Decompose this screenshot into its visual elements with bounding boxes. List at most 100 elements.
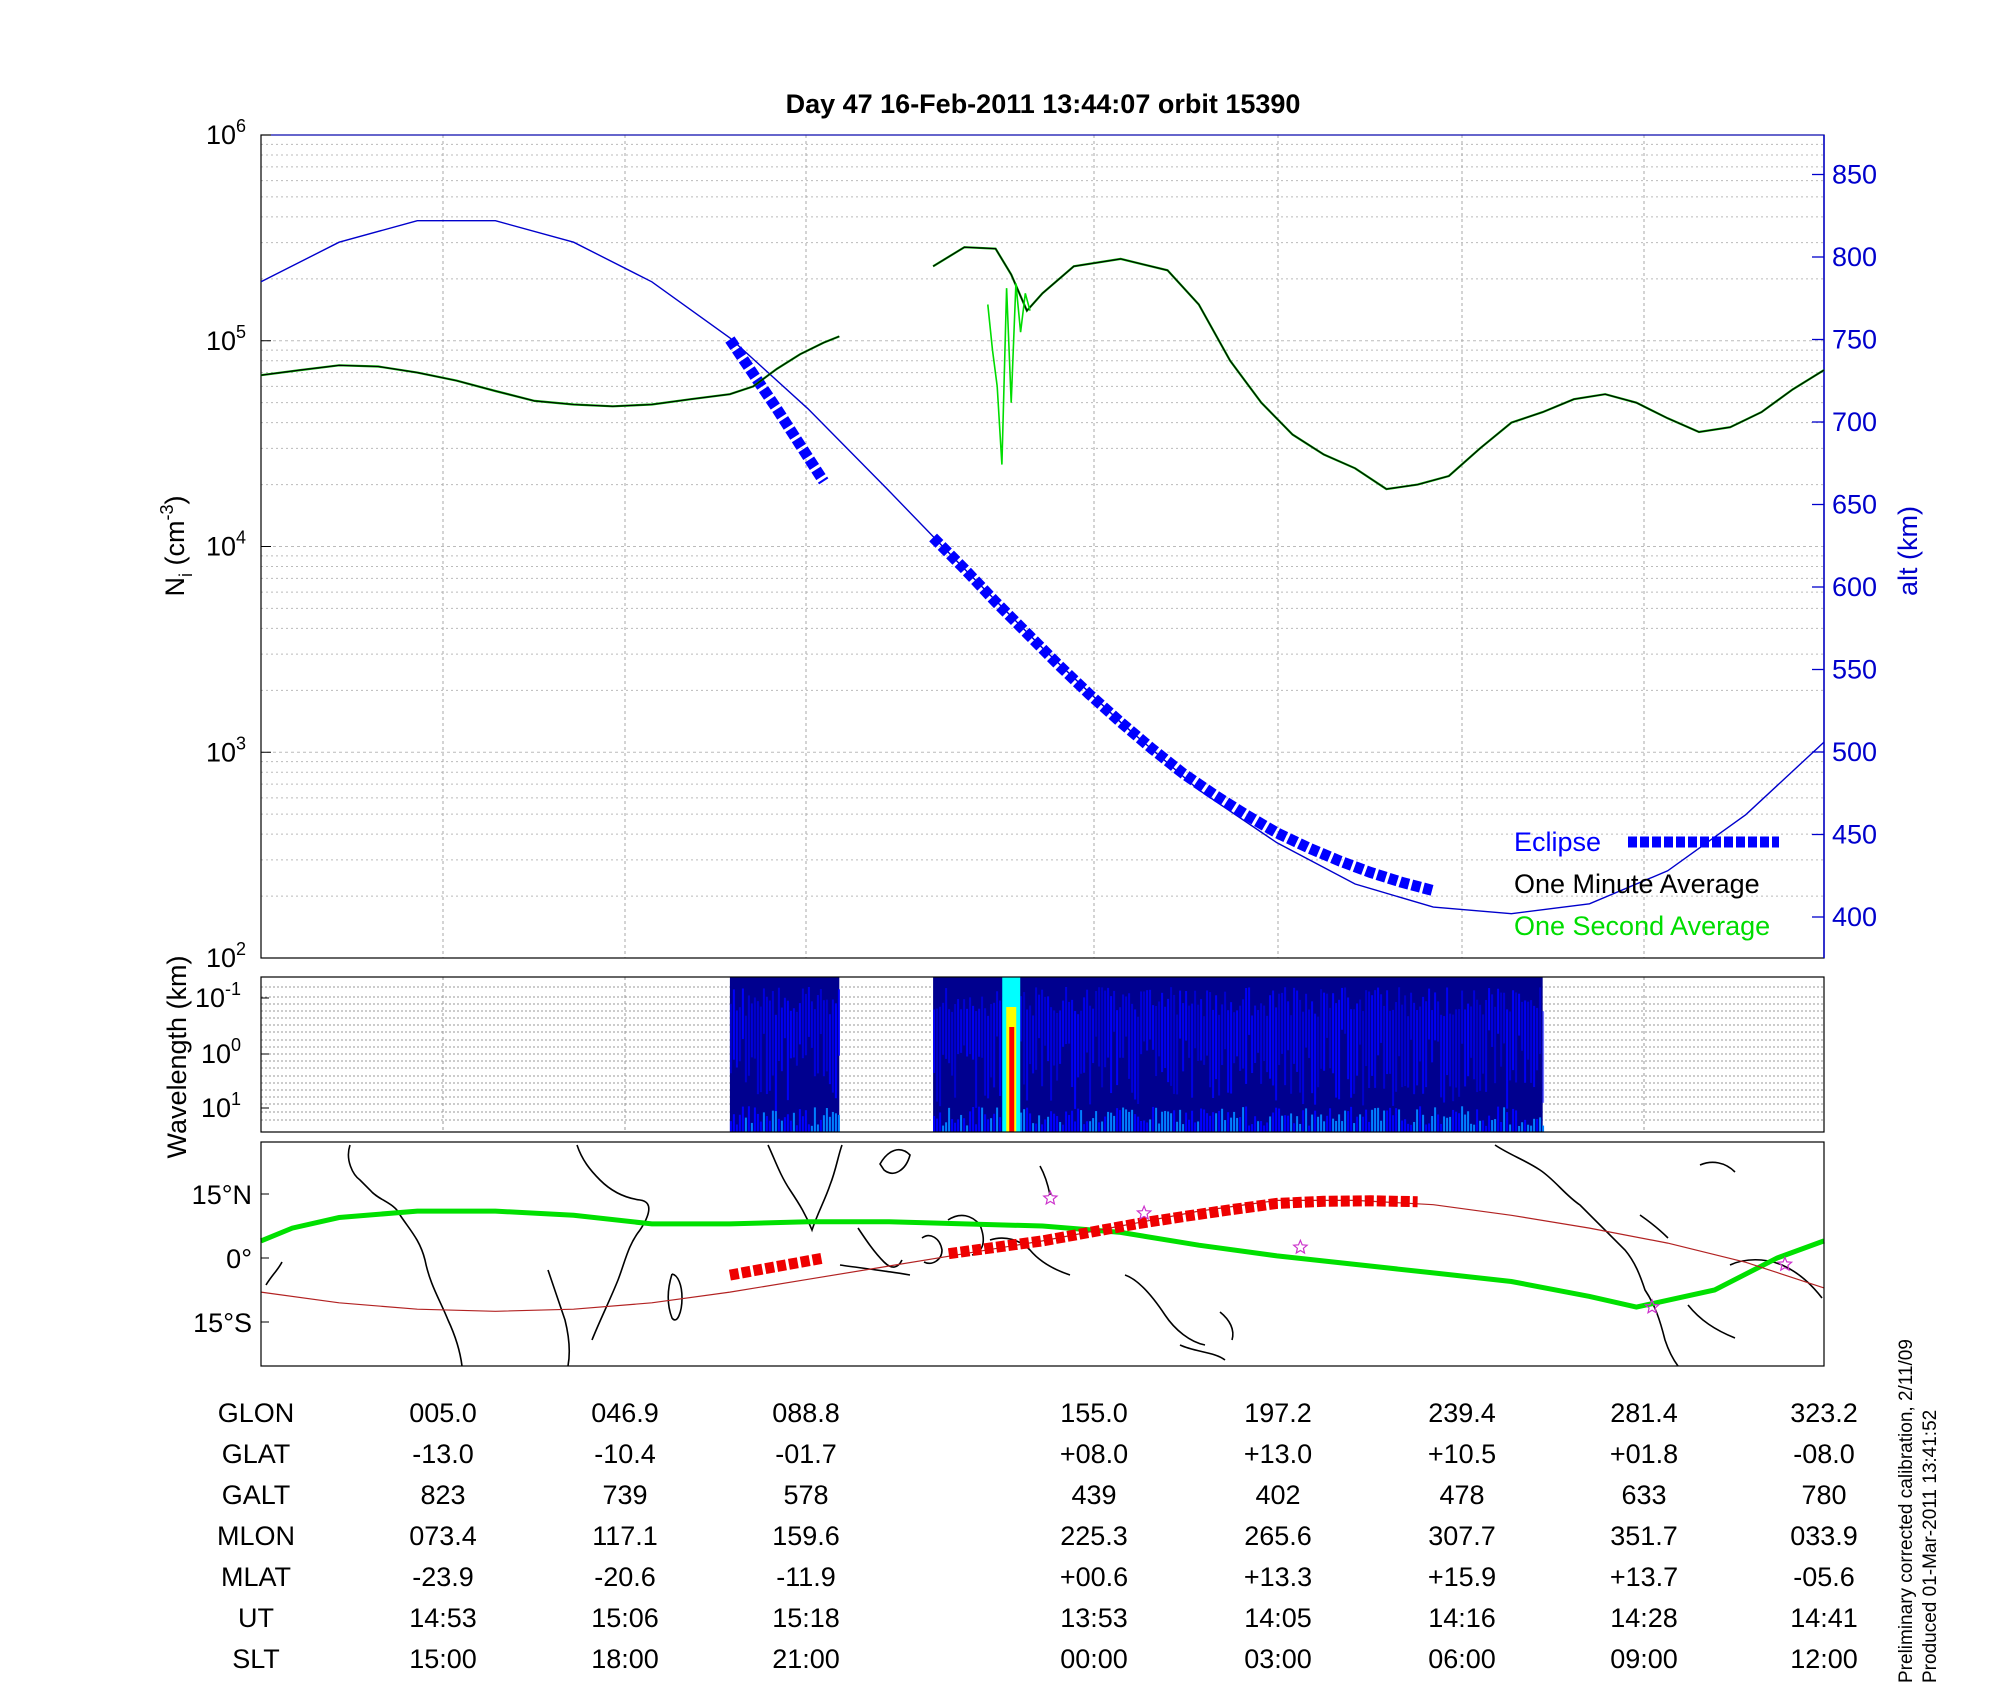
spectrogram-column <box>951 1011 954 1076</box>
spectrogram-column <box>1203 1016 1206 1065</box>
spectrogram-low-band <box>1419 1106 1422 1132</box>
spectrogram-column <box>1095 991 1098 1037</box>
spectrogram-low-band <box>1314 1110 1317 1132</box>
table-cell: -13.0 <box>412 1439 474 1469</box>
spectrogram-low-band <box>1335 1120 1338 1132</box>
spectrogram-low-band <box>774 1111 777 1132</box>
one-second-spike-line <box>987 283 1031 465</box>
spectrogram-low-band <box>1149 1119 1152 1132</box>
spectrogram-low-band <box>1386 1110 1389 1132</box>
spectrogram-low-band <box>1182 1124 1185 1132</box>
spectrogram-column <box>792 1008 795 1058</box>
spectrogram-column <box>1536 1007 1539 1071</box>
spectrogram-column <box>1506 1009 1509 1109</box>
spectrogram-low-band <box>1308 1125 1311 1132</box>
spectrogram-column <box>1365 990 1368 1067</box>
density-tick-label: 102 <box>206 939 246 973</box>
table-cell: 14:53 <box>409 1603 477 1633</box>
spectrogram-low-band <box>1305 1108 1308 1132</box>
spectrogram-column <box>1044 996 1047 1046</box>
table-cell: 12:00 <box>1790 1644 1858 1674</box>
spectrogram-low-band <box>1347 1111 1350 1132</box>
spectrogram-column <box>735 1010 738 1068</box>
spectrogram-column <box>975 1011 978 1108</box>
spectrogram-low-band <box>819 1119 822 1132</box>
table-cell: 578 <box>783 1480 828 1510</box>
spectrogram-low-band <box>1377 1107 1380 1132</box>
table-cell: -05.6 <box>1793 1562 1855 1592</box>
table-cell: +10.5 <box>1428 1439 1496 1469</box>
spectrogram-low-band <box>942 1125 945 1132</box>
wavelength-tick-label: 100 <box>201 1035 241 1069</box>
spectrogram-column <box>1209 992 1212 1088</box>
map-frame <box>260 1141 1825 1367</box>
spectrogram-low-band <box>1086 1121 1089 1132</box>
spectrogram-low-band <box>1236 1117 1239 1132</box>
spectrogram-low-band <box>735 1124 738 1132</box>
spectrogram-low-band <box>1260 1121 1263 1132</box>
spectrogram-low-band <box>792 1112 795 1132</box>
spectrogram-column <box>1542 1011 1545 1103</box>
spectrogram-low-band <box>954 1122 957 1132</box>
spectrogram-column <box>1194 990 1197 1049</box>
spectrogram-low-band <box>762 1112 765 1132</box>
spectrogram-column <box>1254 1005 1257 1063</box>
wavelength-axis-label: Wavelength (km) <box>162 955 192 1158</box>
spectrogram-column <box>1383 1005 1386 1089</box>
spectrogram-low-band <box>1173 1110 1176 1132</box>
spectrogram-column <box>1230 1002 1233 1094</box>
legend-label-one-minute-average: One Minute Average <box>1514 869 1760 899</box>
spectrogram-column <box>1311 1001 1314 1094</box>
spectrogram-column <box>978 1008 981 1057</box>
spectrogram-low-band <box>1422 1114 1425 1132</box>
spectrogram-column <box>1314 1013 1317 1105</box>
spectrogram-low-band <box>1185 1112 1188 1132</box>
spectrogram-column <box>801 988 804 1059</box>
spectrogram-low-band <box>1218 1110 1221 1132</box>
spectrogram-low-band <box>804 1110 807 1132</box>
spectrogram-low-band <box>966 1125 969 1132</box>
spectrogram-low-band <box>1431 1116 1434 1132</box>
spectrogram-low-band <box>963 1118 966 1132</box>
spectrogram-column <box>1215 995 1218 1080</box>
altitude-tick-label: 450 <box>1832 820 1877 850</box>
spectrogram-low-band <box>1434 1107 1437 1132</box>
spectrogram-column <box>1326 993 1329 1038</box>
spectrogram-low-band <box>1491 1120 1494 1132</box>
spectrogram-column <box>777 987 780 1061</box>
spectrogram-low-band <box>1440 1123 1443 1132</box>
spectrogram-column <box>1494 1006 1497 1084</box>
spectrogram-column <box>1332 993 1335 1074</box>
spectrogram-column <box>1182 1003 1185 1072</box>
spectrogram-low-band <box>1083 1124 1086 1132</box>
spectrogram-column <box>1239 1005 1242 1072</box>
spectrogram-column <box>804 993 807 1056</box>
spectrogram-column <box>1149 989 1152 1040</box>
spectrogram-low-band <box>1026 1107 1029 1132</box>
spectrogram-low-band <box>801 1116 804 1132</box>
spectrogram-column <box>780 1007 783 1072</box>
spectrogram-column <box>1041 989 1044 1087</box>
spectrogram-column <box>1446 987 1449 1076</box>
spectrogram-column <box>1395 1002 1398 1092</box>
spectrogram-low-band <box>1215 1113 1218 1132</box>
spectrogram-column <box>1110 996 1113 1094</box>
spectrogram-low-band <box>783 1117 786 1132</box>
latitude-tick-label: 15°S <box>193 1308 252 1338</box>
eclipse-track-segment <box>947 1195 1418 1260</box>
latitude-ticks: 15°N 0° 15°S <box>192 1180 269 1338</box>
table-cell: +13.3 <box>1244 1562 1312 1592</box>
spectrogram-low-band <box>795 1125 798 1132</box>
table-cell: 14:16 <box>1428 1603 1496 1633</box>
spectrogram-column <box>987 1015 990 1099</box>
spectrogram-low-band <box>1410 1124 1413 1132</box>
one-minute-average-line <box>260 335 840 407</box>
table-cell: -23.9 <box>412 1562 474 1592</box>
altitude-tick-label: 700 <box>1832 407 1877 437</box>
spectrogram-column <box>1299 999 1302 1093</box>
spectrogram-column <box>732 989 735 1060</box>
spectrogram-low-band <box>1035 1123 1038 1132</box>
density-label-unit-close: ) <box>160 495 190 504</box>
spectrogram-low-band <box>1299 1123 1302 1132</box>
spectrogram-column <box>795 1011 798 1066</box>
